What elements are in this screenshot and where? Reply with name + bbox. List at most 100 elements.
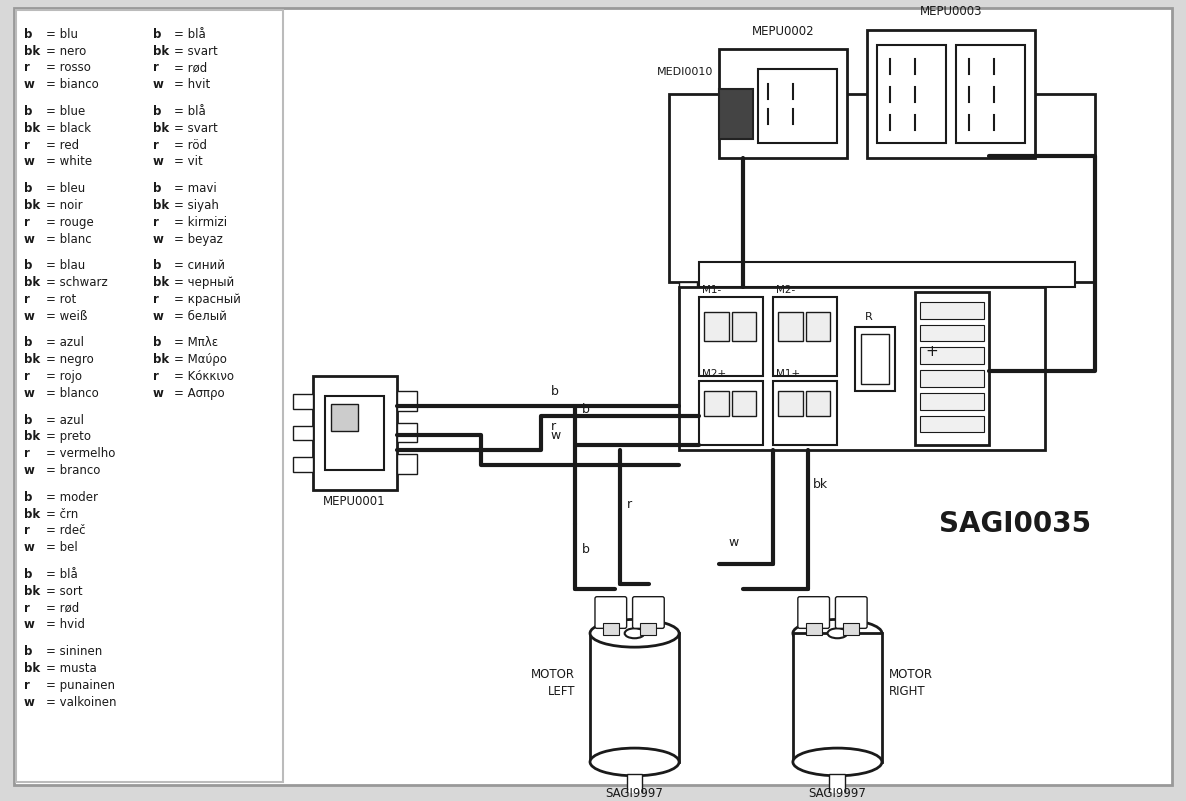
Text: = blanco: = blanco: [46, 387, 98, 400]
Text: = vit: = vit: [174, 155, 203, 168]
Text: = beyaz: = beyaz: [174, 232, 223, 246]
Text: = rød: = rød: [174, 62, 208, 74]
Text: = blå: = blå: [46, 568, 77, 581]
Text: b: b: [24, 260, 32, 272]
Text: = preto: = preto: [46, 430, 91, 444]
Text: r: r: [153, 62, 159, 74]
Text: = черный: = черный: [174, 276, 235, 289]
Text: = svart: = svart: [174, 45, 218, 58]
Bar: [843, 623, 859, 635]
Text: r: r: [24, 602, 30, 614]
Text: = branco: = branco: [46, 464, 100, 477]
Bar: [786, 282, 804, 304]
Text: r: r: [24, 525, 30, 537]
Text: r: r: [24, 447, 30, 461]
Text: r: r: [24, 370, 30, 383]
Text: w: w: [24, 310, 34, 323]
Text: = hvid: = hvid: [46, 618, 84, 631]
Text: MOTOR
RIGHT: MOTOR RIGHT: [888, 668, 933, 698]
Text: MEPU0003: MEPU0003: [920, 5, 982, 18]
Bar: [699, 381, 764, 445]
Text: w: w: [24, 78, 34, 91]
Bar: [773, 297, 837, 376]
Text: r: r: [24, 139, 30, 151]
Text: b: b: [153, 260, 161, 272]
Text: = red: = red: [46, 139, 79, 151]
Bar: [17, 10, 283, 782]
Text: = schwarz: = schwarz: [46, 276, 108, 289]
Bar: [778, 391, 803, 416]
Text: r: r: [24, 215, 30, 229]
Text: M2+: M2+: [702, 369, 726, 379]
Text: w: w: [24, 541, 34, 554]
Text: = Mαύρο: = Mαύρο: [174, 353, 228, 366]
Text: M1+: M1+: [776, 369, 801, 379]
Bar: [919, 370, 984, 387]
Bar: [919, 416, 984, 433]
Text: w: w: [153, 310, 164, 323]
Bar: [956, 45, 1026, 143]
Bar: [719, 89, 753, 139]
Text: SAGI9997: SAGI9997: [809, 787, 866, 799]
Text: +: +: [925, 344, 938, 359]
Ellipse shape: [589, 748, 680, 776]
Bar: [703, 391, 728, 416]
Text: bk: bk: [24, 45, 40, 58]
Text: bk: bk: [153, 199, 168, 212]
Text: bk: bk: [24, 276, 40, 289]
Text: M1-: M1-: [702, 285, 721, 295]
Text: b: b: [153, 105, 161, 118]
Ellipse shape: [793, 748, 882, 776]
Text: = bianco: = bianco: [46, 78, 98, 91]
Text: = noir: = noir: [46, 199, 82, 212]
Text: = siyah: = siyah: [174, 199, 219, 212]
Bar: [876, 45, 946, 143]
Text: r: r: [153, 293, 159, 306]
Text: = rosso: = rosso: [46, 62, 90, 74]
Bar: [680, 282, 697, 304]
Bar: [719, 89, 753, 139]
Text: = črn: = črn: [46, 508, 78, 521]
Text: w: w: [153, 155, 164, 168]
Text: = rouge: = rouge: [46, 215, 94, 229]
Text: = negro: = negro: [46, 353, 94, 366]
Text: = bel: = bel: [46, 541, 77, 554]
Text: = black: = black: [46, 122, 91, 135]
Bar: [919, 302, 984, 319]
Text: b: b: [24, 182, 32, 195]
Bar: [973, 282, 990, 304]
Text: w: w: [24, 387, 34, 400]
Text: bk: bk: [24, 508, 40, 521]
Text: = белый: = белый: [174, 310, 228, 323]
Text: r: r: [153, 139, 159, 151]
Bar: [602, 623, 619, 635]
Bar: [946, 282, 964, 304]
Bar: [589, 634, 680, 762]
Text: MEPU0002: MEPU0002: [752, 25, 815, 38]
Text: = musta: = musta: [46, 662, 96, 675]
Text: bk: bk: [24, 122, 40, 135]
Text: r: r: [550, 421, 555, 433]
Ellipse shape: [793, 619, 882, 647]
Bar: [919, 348, 984, 364]
Text: = vermelho: = vermelho: [46, 447, 115, 461]
Bar: [732, 391, 757, 416]
Bar: [397, 391, 416, 411]
Text: = bleu: = bleu: [46, 182, 85, 195]
Text: w: w: [24, 618, 34, 631]
Text: b: b: [24, 336, 32, 349]
FancyBboxPatch shape: [835, 597, 867, 628]
Text: b: b: [153, 28, 161, 41]
Text: = valkoinen: = valkoinen: [46, 695, 116, 709]
Bar: [867, 30, 1035, 159]
Text: bk: bk: [153, 122, 168, 135]
Text: w: w: [550, 429, 561, 442]
Text: SAGI9997: SAGI9997: [606, 787, 663, 799]
Bar: [855, 327, 894, 391]
Text: bk: bk: [24, 430, 40, 444]
Text: = blue: = blue: [46, 105, 85, 118]
Text: = punainen: = punainen: [46, 678, 115, 692]
Bar: [293, 394, 313, 409]
Bar: [919, 282, 937, 304]
Bar: [733, 282, 751, 304]
